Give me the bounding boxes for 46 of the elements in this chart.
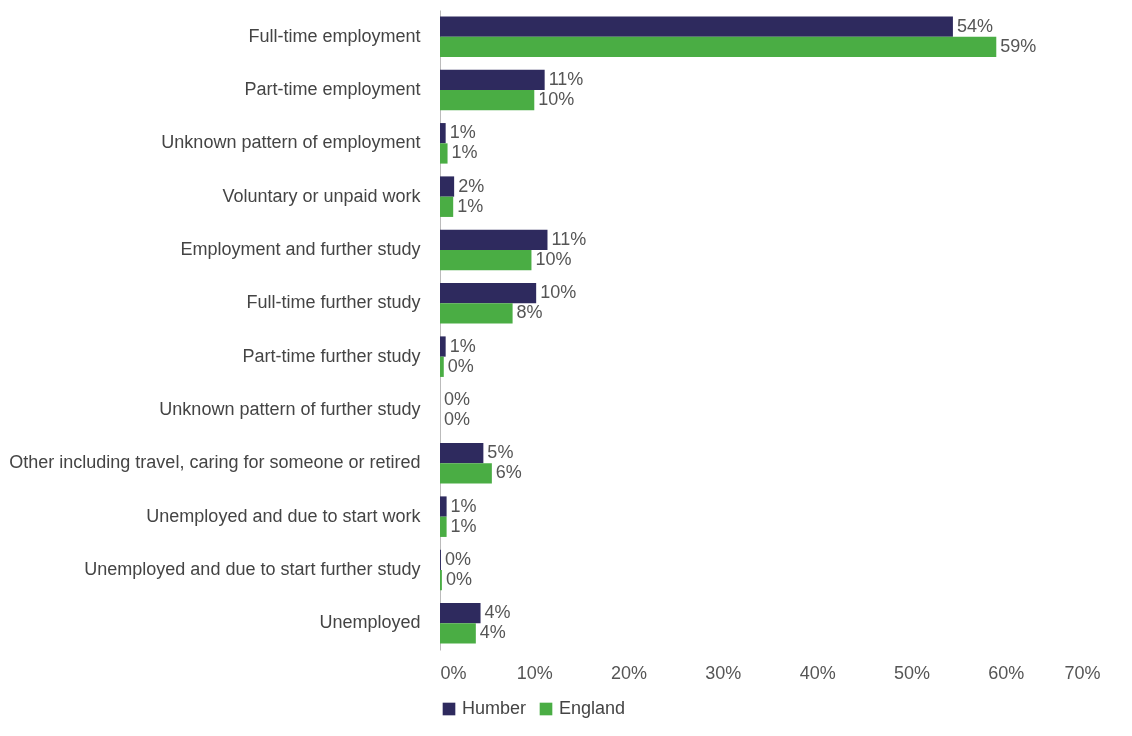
data-label: 10% [540,282,577,303]
x-tick-label: 70% [1064,662,1101,683]
data-label: 1% [449,335,476,356]
legend-label: England [559,698,626,718]
y-tick-label: Employment and further study [180,239,421,259]
data-label: 1% [457,195,484,216]
x-tick-label: 40% [799,662,836,683]
legend-label: Humber [462,698,527,718]
data-label: 5% [487,442,514,463]
data-label: 6% [495,462,522,483]
y-tick-label: Other including travel, caring for someone or retired [9,452,421,473]
x-tick-label: 10% [516,662,553,683]
data-label: 10% [538,89,575,110]
data-label: 10% [535,249,572,270]
y-tick-label: Unemployed [319,612,421,633]
data-label: 54% [956,15,993,36]
data-label: 1% [451,142,478,163]
x-tick-label: 50% [893,662,930,683]
data-label: 0% [444,548,471,569]
y-tick-label: Full-time further study [246,292,421,313]
data-label: 0% [445,569,472,590]
data-label: 0% [444,388,471,409]
x-tick-label: 60% [988,662,1025,683]
y-tick-label: Unknown pattern of further study [159,399,421,419]
data-label: 1% [449,122,476,143]
x-tick-label: 20% [611,662,648,683]
data-label: 2% [458,175,485,196]
data-label: 0% [447,355,474,376]
data-label: 1% [450,495,477,516]
data-label: 4% [479,622,506,643]
y-tick-label: Part-time employment [244,79,421,99]
data-label: 8% [516,302,543,323]
data-label: 0% [444,409,471,430]
y-tick-label: Full-time employment [248,25,421,46]
y-tick-label: Part-time further study [242,345,421,366]
data-label: 11% [551,228,587,249]
x-tick-label: 0% [440,662,467,683]
y-tick-label: Unemployed and due to start further study [84,559,421,579]
y-tick-label: Voluntary or unpaid work [222,185,422,206]
data-label: 1% [450,515,477,536]
y-tick-label: Unemployed and due to start work [146,505,422,526]
data-label: 59% [1000,35,1037,56]
data-label: 4% [484,602,511,623]
y-tick-label: Unknown pattern of employment [161,132,421,153]
x-tick-label: 30% [705,662,742,683]
data-label: 11% [548,68,584,89]
